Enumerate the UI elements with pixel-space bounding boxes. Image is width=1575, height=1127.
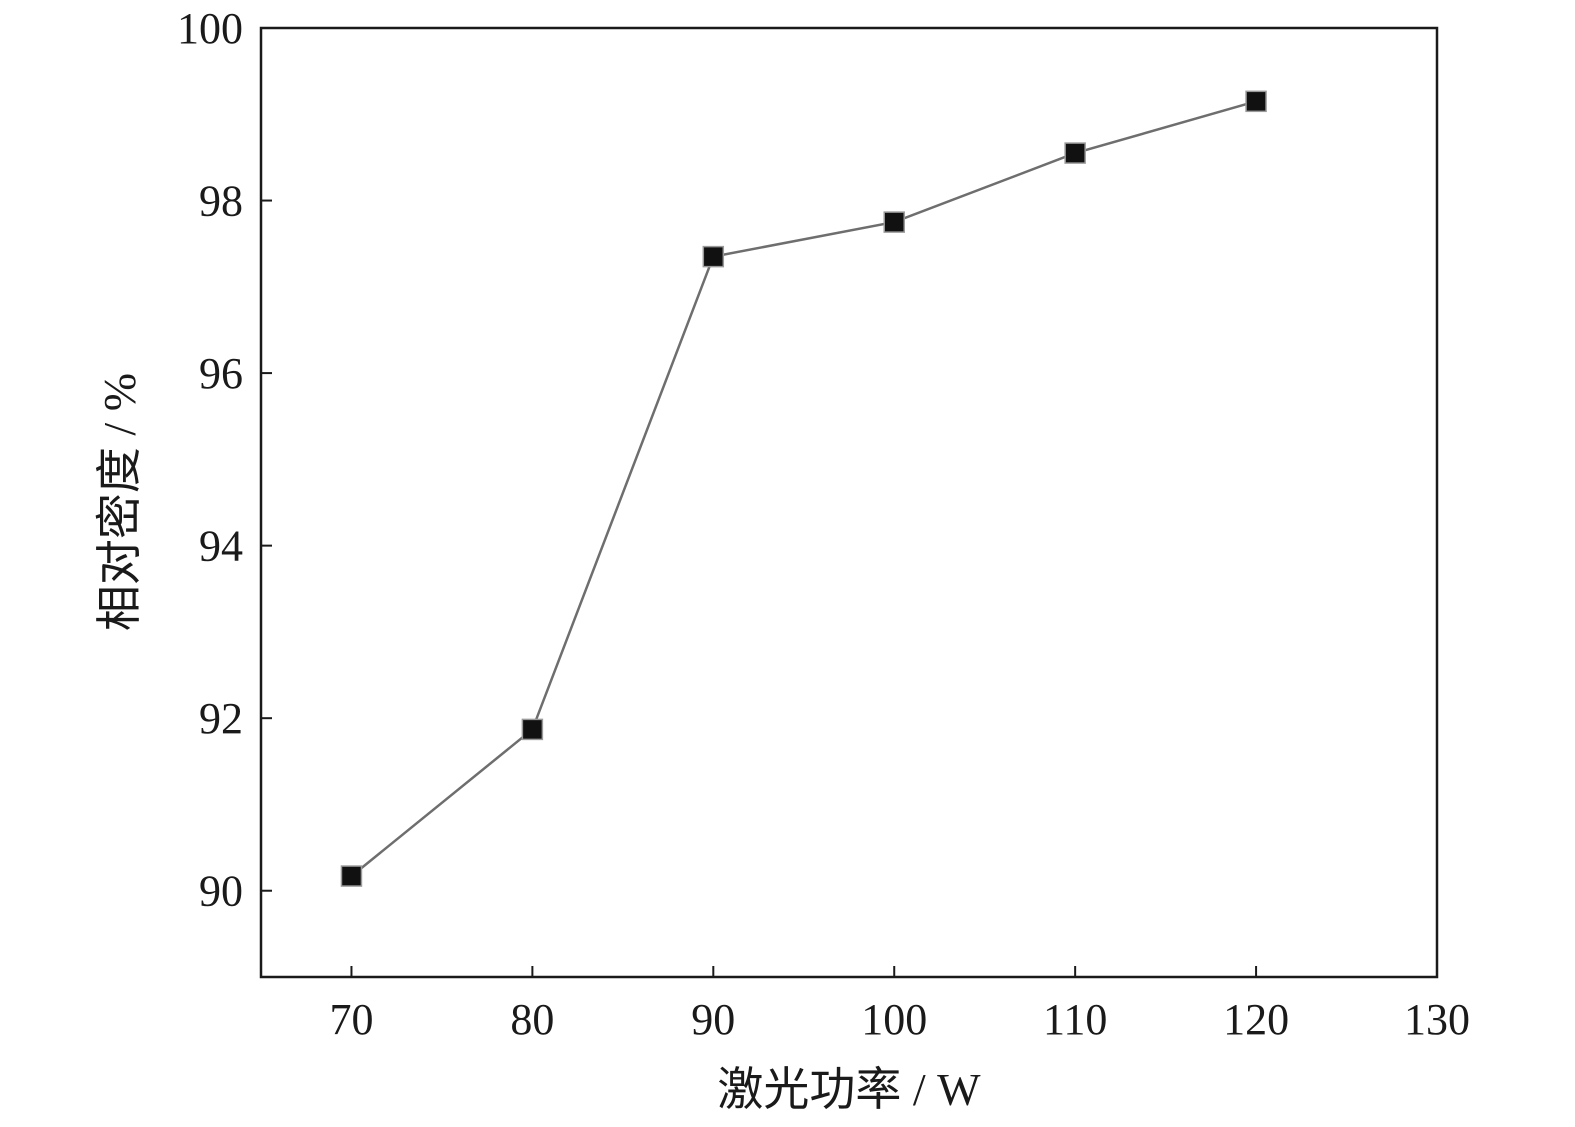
series-lines bbox=[350, 100, 1257, 878]
data-point-80 bbox=[521, 718, 544, 741]
x-tick-label-80: 80 bbox=[510, 995, 554, 1044]
data-point-120 bbox=[1245, 90, 1267, 113]
x-axis-ticks bbox=[350, 966, 1258, 977]
series-markers bbox=[340, 90, 1267, 887]
y-axis-ticks bbox=[261, 199, 272, 892]
y-tick-label-92: 92 bbox=[199, 694, 243, 743]
x-axis-title: 激光功率 / W bbox=[717, 1064, 981, 1115]
x-tick-label-90: 90 bbox=[691, 995, 735, 1044]
data-point-90 bbox=[702, 245, 725, 268]
data-point-100 bbox=[883, 211, 905, 233]
plot-area-border bbox=[259, 26, 1439, 979]
y-tick-label-96: 96 bbox=[199, 349, 243, 398]
data-point-110 bbox=[1064, 142, 1086, 164]
x-tick-label-120: 120 bbox=[1223, 995, 1289, 1044]
y-tick-label-94: 94 bbox=[199, 522, 243, 571]
x-tick-label-110: 110 bbox=[1043, 995, 1107, 1044]
plot-frame bbox=[259, 26, 1439, 979]
y-axis-tick-labels: 90 92 94 96 98 100 bbox=[177, 4, 243, 916]
series-line-0 bbox=[350, 100, 1257, 878]
y-tick-label-90: 90 bbox=[199, 867, 243, 916]
x-tick-label-130: 130 bbox=[1404, 995, 1470, 1044]
x-axis-tick-labels: 70 80 90 100 110 120 130 bbox=[329, 995, 1470, 1044]
y-axis-title: 相对密度 / % bbox=[94, 373, 145, 631]
data-point-70 bbox=[340, 865, 363, 887]
x-tick-label-100: 100 bbox=[861, 995, 927, 1044]
y-tick-label-98: 98 bbox=[199, 177, 243, 226]
x-tick-label-70: 70 bbox=[329, 995, 373, 1044]
y-tick-label-100: 100 bbox=[177, 4, 243, 53]
